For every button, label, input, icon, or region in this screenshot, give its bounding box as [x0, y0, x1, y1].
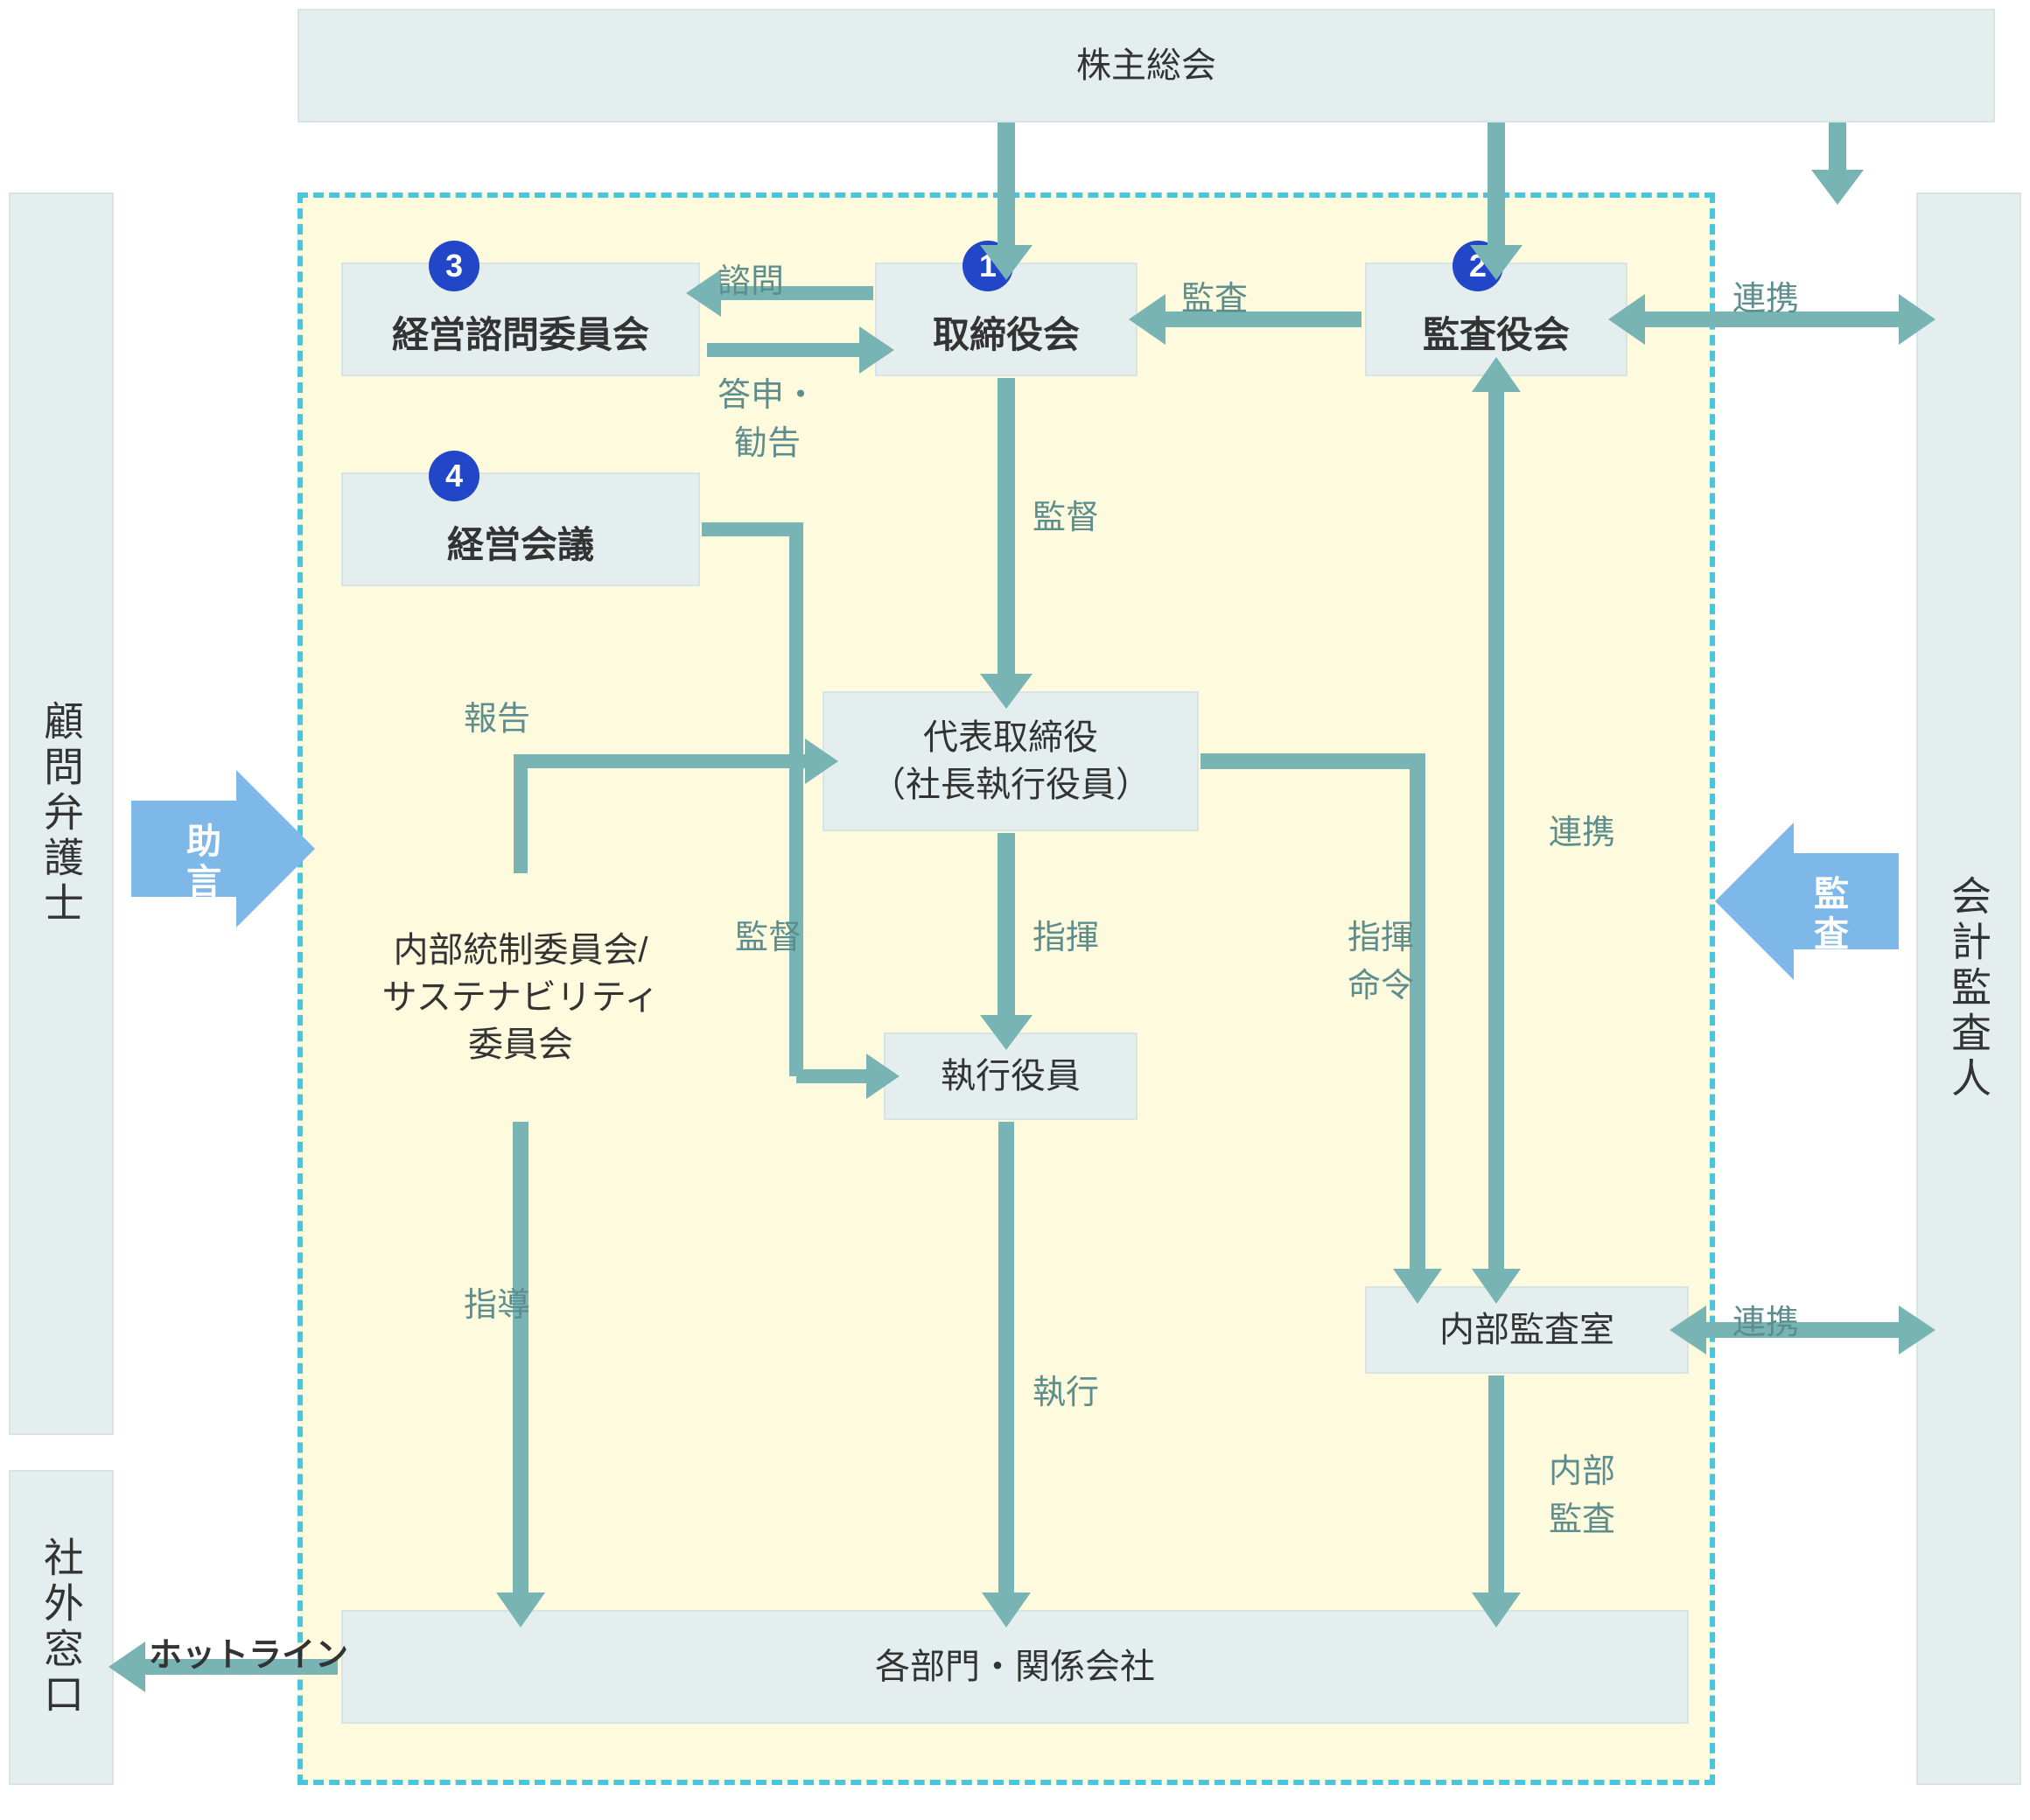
edge-label-jogen: 助言: [175, 822, 226, 903]
edge-label-kansa_top: 監査: [1181, 271, 1248, 319]
edge-label-shomon: 諮問: [718, 254, 784, 302]
node-internal_audit-label: 内部監査室: [1439, 1306, 1614, 1354]
node-shareholders-label: 株主総会: [1076, 42, 1216, 89]
edge-label-toshin: 答申・ 勧告: [718, 368, 817, 464]
edge-label-renkei_mid: 連携: [1549, 805, 1615, 853]
node-external_desk-label: 社外窓口: [32, 1536, 90, 1718]
node-advisory_lawyer-label: 顧問弁護士: [32, 700, 90, 928]
node-auditor_firm: 会計監査人: [1916, 192, 2021, 1785]
node-audit_board-label: 監査役会: [1423, 279, 1570, 360]
node-auditor_firm-label: 会計監査人: [1940, 875, 1998, 1102]
edge-label-renkei_top: 連携: [1732, 271, 1799, 319]
node-committees: 内部統制委員会/ サステナビリティ 委員会: [341, 875, 700, 1120]
node-divisions-label: 各部門・関係会社: [875, 1643, 1155, 1690]
edge-label-kantoku_center: 監督: [1032, 490, 1099, 538]
badge-audit_board-num: 2: [1469, 248, 1487, 284]
node-mgmt_advisory-label: 経営諮問委員会: [392, 279, 649, 360]
node-committees-label: 内部統制委員会/ サステナビリティ 委員会: [382, 927, 660, 1068]
badge-board: 1: [962, 241, 1013, 291]
edge-label-shido: 指導: [464, 1278, 530, 1326]
badge-audit_board: 2: [1452, 241, 1503, 291]
edge-label-naibu_kansa: 内部 監査: [1549, 1444, 1615, 1540]
edge-label-kansa_right: 監査: [1802, 875, 1853, 956]
badge-mgmt_advisory: 3: [429, 241, 480, 291]
edge-label-shiki_meirei: 指揮 命令: [1348, 910, 1414, 1006]
badge-mgmt_meeting: 4: [429, 451, 480, 501]
node-president-label: 代表取締役 （社長執行役員）: [871, 714, 1151, 808]
node-advisory_lawyer: 顧問弁護士: [9, 192, 114, 1435]
node-mgmt_meeting: 経営会議: [341, 472, 700, 586]
edge-label-shikko: 執行: [1032, 1365, 1099, 1413]
badge-mgmt_advisory-num: 3: [445, 248, 463, 284]
edge-label-kantoku_left: 監督: [735, 910, 802, 958]
node-external_desk: 社外窓口: [9, 1470, 114, 1785]
edge-label-hokoku: 報告: [464, 691, 530, 739]
edge-label-shiki: 指揮: [1032, 910, 1099, 958]
node-internal_audit: 内部監査室: [1365, 1286, 1689, 1374]
node-shareholders: 株主総会: [298, 9, 1995, 122]
node-exec_officers: 執行役員: [884, 1032, 1138, 1120]
node-president: 代表取締役 （社長執行役員）: [822, 691, 1199, 831]
badge-board-num: 1: [979, 248, 997, 284]
node-board-label: 取締役会: [933, 279, 1080, 360]
node-mgmt_advisory: 経営諮問委員会: [341, 262, 700, 376]
node-mgmt_meeting-label: 経営会議: [447, 489, 594, 570]
edge-label-hotline: ホットライン: [149, 1628, 348, 1676]
node-divisions: 各部門・関係会社: [341, 1610, 1689, 1724]
badge-mgmt_meeting-num: 4: [445, 458, 463, 494]
edge-label-renkei_bottom: 連携: [1732, 1295, 1799, 1343]
node-exec_officers-label: 執行役員: [941, 1053, 1081, 1100]
